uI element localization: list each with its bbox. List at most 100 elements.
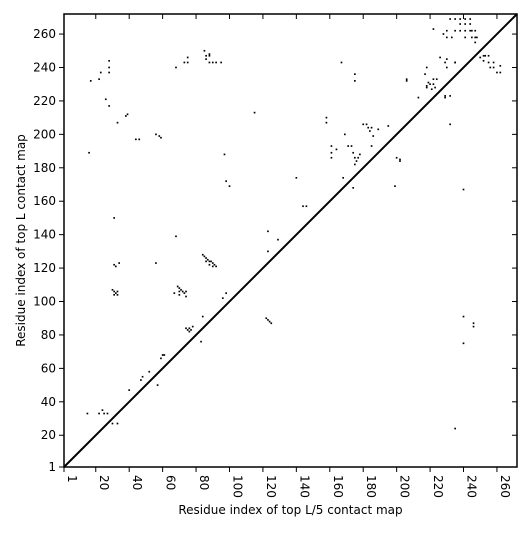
contact-point <box>370 126 373 129</box>
contact-point <box>223 153 226 156</box>
contact-point <box>108 71 110 74</box>
contact-point <box>362 123 365 126</box>
contact-point <box>454 61 456 64</box>
contact-point <box>225 292 227 294</box>
contact-point <box>482 54 485 57</box>
contact-point <box>160 357 162 360</box>
contact-point <box>369 130 371 132</box>
contact-point <box>211 262 214 264</box>
contact-point <box>394 185 396 188</box>
contact-point <box>185 295 187 298</box>
contact-point <box>208 260 211 263</box>
contact-point <box>265 317 268 320</box>
contact-point <box>178 290 181 293</box>
contact-point <box>499 71 502 74</box>
contact-point <box>113 290 115 293</box>
contact-point <box>454 18 456 20</box>
contact-point <box>425 66 428 69</box>
contact-point <box>178 287 181 289</box>
contact-point <box>399 158 401 161</box>
contact-point <box>98 412 100 415</box>
contact-point <box>183 292 186 294</box>
x-tick-label: 40 <box>130 475 144 490</box>
contact-point <box>228 185 231 188</box>
contact-point <box>208 53 211 55</box>
contact-point <box>482 59 485 62</box>
contact-point <box>357 156 360 159</box>
y-tick-label: 260 <box>33 27 56 41</box>
contact-point <box>208 263 211 266</box>
contact-point <box>181 290 184 293</box>
contact-point <box>464 18 467 20</box>
contact-point <box>342 176 344 179</box>
contact-point <box>190 329 192 331</box>
contact-point <box>108 105 110 107</box>
contact-point <box>347 145 349 147</box>
contact-point <box>492 61 495 64</box>
x-tick-label: 200 <box>398 475 412 498</box>
contact-point <box>108 59 110 62</box>
contact-point <box>365 123 368 126</box>
contact-point <box>211 61 214 64</box>
contact-point <box>487 54 490 57</box>
contact-point <box>173 292 176 294</box>
contact-point <box>104 98 107 101</box>
contact-point <box>89 80 92 82</box>
contact-point <box>205 54 207 57</box>
contact-point <box>253 111 256 114</box>
contact-point <box>111 288 114 291</box>
contact-point <box>442 33 445 35</box>
contact-point <box>474 36 477 39</box>
contact-point <box>268 320 271 323</box>
contact-point <box>116 290 119 293</box>
contact-point <box>118 262 120 264</box>
contact-point <box>354 156 356 159</box>
contact-point <box>126 113 129 116</box>
plot-frame <box>63 13 518 468</box>
contact-point <box>454 29 456 32</box>
contact-point <box>188 330 191 333</box>
contact-point <box>459 23 461 25</box>
contact-point <box>459 29 461 32</box>
contact-point <box>113 217 115 219</box>
contact-point <box>469 29 472 32</box>
contact-point <box>476 36 478 39</box>
y-tick-label: 120 <box>33 261 56 275</box>
contact-point <box>267 319 269 321</box>
contact-point <box>432 28 435 30</box>
y-tick-label: 20 <box>41 428 56 442</box>
contact-point <box>471 36 473 39</box>
contact-point <box>444 95 446 97</box>
contact-point <box>175 235 177 238</box>
contact-point <box>471 29 473 32</box>
contact-point <box>492 66 495 69</box>
contact-point <box>220 61 222 64</box>
contact-point <box>113 293 115 296</box>
contact-point <box>472 325 475 328</box>
y-tick-label: 60 <box>41 361 56 375</box>
contact-point <box>156 384 159 386</box>
contact-point <box>472 322 475 325</box>
contact-point <box>464 36 467 39</box>
contact-point <box>427 81 430 84</box>
y-axis-label: Residue index of top L contact map <box>14 134 28 347</box>
x-tick-label: 1 <box>65 475 79 483</box>
contact-point <box>449 123 451 126</box>
contact-point <box>444 61 446 64</box>
contact-point <box>377 128 380 131</box>
contact-point <box>305 205 308 208</box>
contact-point <box>176 285 179 288</box>
contact-point <box>449 18 451 20</box>
contact-point <box>359 153 361 156</box>
contact-point <box>140 379 142 381</box>
contact-point <box>101 409 104 411</box>
contact-point <box>205 58 207 60</box>
contact-point <box>355 160 358 162</box>
contact-point <box>186 61 189 64</box>
contact-point <box>330 151 333 154</box>
contact-point <box>425 86 428 89</box>
contact-point <box>138 138 141 141</box>
contact-point <box>417 96 420 99</box>
